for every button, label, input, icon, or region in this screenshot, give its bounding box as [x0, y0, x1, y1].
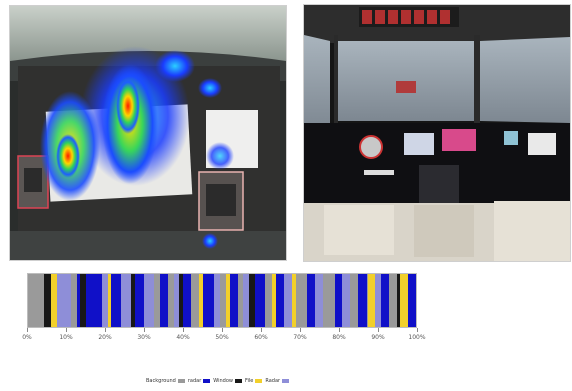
axis-tick-mark [222, 328, 223, 332]
timeline-segment [315, 274, 323, 327]
timeline-segment [272, 274, 277, 327]
timeline-segment [254, 274, 265, 327]
axis-tick-mark [261, 328, 262, 332]
timeline-segment [70, 274, 77, 327]
legend-label: Window [213, 378, 233, 384]
legend-swatch [255, 379, 263, 383]
timeline-segment [357, 274, 368, 327]
timeline-segment [388, 274, 397, 327]
legend-swatch [234, 379, 242, 383]
timeline-segment [220, 274, 226, 327]
timeline-segment [400, 274, 409, 327]
timeline-segment [334, 274, 343, 327]
timeline-segment [111, 274, 122, 327]
axis-tick-mark [144, 328, 145, 332]
axis-tick-label: 60% [254, 334, 268, 341]
timeline-segment [121, 274, 131, 327]
timeline-segment [86, 274, 102, 327]
axis-tick-label: 70% [293, 334, 307, 341]
timeline-segment [225, 274, 230, 327]
axis-tick-label: 50% [215, 334, 229, 341]
timeline-segment [396, 274, 401, 327]
axis-tick-label: 20% [98, 334, 112, 341]
axis-tick-label: 0% [22, 334, 32, 341]
axis-tick-label: 80% [332, 334, 346, 341]
gaze-timeline-bar [27, 273, 417, 328]
timeline-segment [322, 274, 335, 327]
timeline-segment [214, 274, 221, 327]
timeline-segment [342, 274, 351, 327]
axis-tick-label: 90% [371, 334, 385, 341]
timeline-segment [249, 274, 255, 327]
axis-tick-mark [300, 328, 301, 332]
timeline-segment [107, 274, 112, 327]
timeline-segment [159, 274, 168, 327]
legend-label: Background [146, 378, 176, 384]
timeline-segment [101, 274, 108, 327]
axis-tick-label: 40% [176, 334, 190, 341]
legend-item: Radar [265, 378, 290, 384]
timeline-segment [381, 274, 389, 327]
timeline-segment [154, 274, 160, 327]
timeline-segment [167, 274, 174, 327]
axis-tick-label: 100% [408, 334, 426, 341]
timeline-segment [134, 274, 145, 327]
legend-item: Window [213, 378, 242, 384]
timeline-segment [202, 274, 215, 327]
timeline-segment [408, 274, 416, 327]
axis-tick-mark [105, 328, 106, 332]
timeline-segment [350, 274, 358, 327]
bridge-illustration [304, 5, 570, 261]
heatmap-photo [9, 5, 287, 261]
timeline-segment [130, 274, 135, 327]
legend-label: File [244, 378, 254, 384]
timeline-legend: Background radar Window File Radar [146, 375, 290, 387]
timeline-segment [179, 274, 184, 327]
timeline-segment [144, 274, 155, 327]
legend-swatch [282, 379, 290, 383]
legend-item: Background [146, 378, 185, 384]
timeline-segment [237, 274, 244, 327]
heatmap-illustration [10, 6, 286, 260]
legend-item: radar [187, 378, 211, 384]
timeline-segment [307, 274, 316, 327]
timeline-segment [291, 274, 296, 327]
axis-tick-mark [339, 328, 340, 332]
timeline-segment [80, 274, 87, 327]
legend-label: radar [187, 378, 202, 384]
axis-tick-mark [183, 328, 184, 332]
axis-tick-mark [378, 328, 379, 332]
timeline-segment [183, 274, 191, 327]
legend-label: Radar [265, 378, 281, 384]
timeline-segment [243, 274, 250, 327]
timeline-segment [295, 274, 308, 327]
timeline-segment [190, 274, 199, 327]
timeline-segment [51, 274, 58, 327]
legend-swatch [203, 379, 211, 383]
timeline-segment [229, 274, 238, 327]
bridge-simulator-photo [303, 4, 571, 262]
timeline-segment [264, 274, 273, 327]
timeline-segment [367, 274, 376, 327]
timeline-segment [57, 274, 71, 327]
timeline-segment [284, 274, 292, 327]
timeline-segment [28, 274, 44, 327]
timeline-segment [76, 274, 81, 327]
axis-tick-mark [66, 328, 67, 332]
axis-tick-label: 10% [59, 334, 73, 341]
axis-tick-mark [417, 328, 418, 332]
timeline-segment [375, 274, 382, 327]
legend-item: File [244, 378, 263, 384]
timeline-segment [173, 274, 180, 327]
axis-tick-mark [27, 328, 28, 332]
axis-tick-label: 30% [137, 334, 151, 341]
timeline-segment [276, 274, 285, 327]
legend-swatch [177, 379, 185, 383]
percent-axis: 0% 10% 20% 30% 40% 50% 60% 70% 80% 90% 100% [22, 328, 426, 350]
timeline-segment [198, 274, 203, 327]
timeline-segment [43, 274, 52, 327]
